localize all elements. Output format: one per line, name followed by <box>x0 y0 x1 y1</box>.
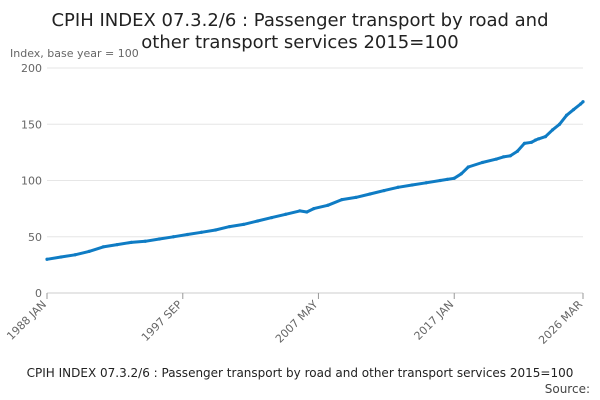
data-point <box>564 113 569 117</box>
data-point <box>227 225 232 229</box>
data-point <box>157 237 161 241</box>
data-point <box>581 100 585 104</box>
data-point <box>579 102 583 106</box>
data-point <box>45 257 49 261</box>
data-point <box>480 160 484 165</box>
x-axis: 1988 JAN 1997 SEP 2007 MAY 2017 JAN 2026 MAR <box>4 292 585 347</box>
y-tick-label: 200 <box>21 62 42 75</box>
y-tick-label: 150 <box>21 118 42 131</box>
data-point <box>256 219 260 223</box>
data-point <box>368 192 372 196</box>
source-label: Source: <box>545 382 590 396</box>
data-point <box>382 189 386 193</box>
chart-title-line-2: other transport services 2015=100 <box>141 32 458 53</box>
data-point <box>143 239 147 243</box>
data-point <box>213 228 218 232</box>
data-point <box>199 230 204 234</box>
y-tick-label: 50 <box>28 231 42 244</box>
x-tick-label: 1988 JAN <box>4 298 49 343</box>
data-point <box>550 128 555 132</box>
data-point <box>410 183 414 187</box>
data-point <box>185 232 190 237</box>
data-point <box>501 155 505 159</box>
data-point <box>73 253 77 257</box>
y-tick-label: 0 <box>35 287 42 300</box>
data-point <box>298 209 302 213</box>
x-tick-label: 2026 MAR <box>536 298 585 347</box>
data-point <box>452 176 456 180</box>
data-point <box>424 181 428 185</box>
x-tick-label: 1997 SEP <box>139 298 185 344</box>
x-tick-label: 2017 JAN <box>412 298 457 343</box>
grid <box>47 67 583 294</box>
data-point <box>284 212 288 216</box>
data-point <box>459 172 463 176</box>
footer-caption: CPIH INDEX 07.3.2/6 : Passenger transpor… <box>27 366 574 380</box>
chart-title-line-1: CPIH INDEX 07.3.2/6 : Passenger transpor… <box>51 10 548 31</box>
data-point <box>312 207 316 211</box>
data-point <box>129 240 133 244</box>
data-point <box>543 135 548 139</box>
data-point <box>536 137 541 141</box>
data-point <box>171 235 175 239</box>
data-point <box>445 177 449 181</box>
data-point <box>438 178 442 183</box>
data-point <box>305 210 309 214</box>
data-point <box>515 149 520 153</box>
data-point <box>557 122 562 126</box>
data-point <box>115 243 119 247</box>
data-point <box>241 222 246 226</box>
series-layer <box>45 100 585 261</box>
data-point <box>534 138 538 142</box>
data-point <box>466 165 470 169</box>
y-tick-label: 100 <box>21 175 42 188</box>
data-point <box>508 154 513 158</box>
data-point <box>340 198 344 202</box>
data-point <box>529 140 534 144</box>
data-point <box>59 255 63 259</box>
data-point <box>270 216 274 220</box>
data-point <box>87 249 91 253</box>
x-tick-label: 2007 MAY <box>273 298 321 346</box>
data-point <box>354 195 358 199</box>
data-point <box>101 245 105 249</box>
data-point <box>571 108 576 112</box>
data-point <box>396 185 400 189</box>
data-point <box>494 157 498 161</box>
data-point <box>326 203 330 207</box>
data-point <box>522 141 527 145</box>
y-axis-label: Index, base year = 100 <box>10 47 139 60</box>
y-axis-ticks: 0 50 100 150 200 <box>21 62 42 300</box>
